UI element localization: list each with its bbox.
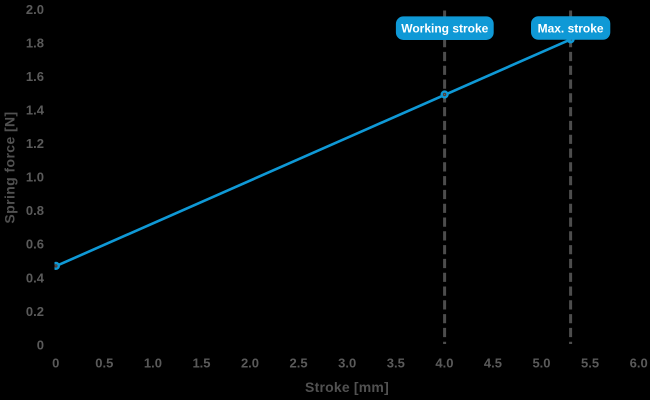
- svg-text:1.0: 1.0: [144, 356, 162, 371]
- svg-text:0: 0: [37, 337, 44, 352]
- svg-text:1.6: 1.6: [26, 69, 44, 84]
- svg-text:2.0: 2.0: [26, 2, 44, 17]
- svg-text:Spring force [N]: Spring force [N]: [2, 111, 18, 223]
- svg-text:3.5: 3.5: [387, 356, 405, 371]
- svg-text:1.5: 1.5: [192, 356, 210, 371]
- svg-text:0: 0: [52, 356, 59, 371]
- svg-text:Working stroke: Working stroke: [401, 21, 488, 35]
- svg-text:0.8: 0.8: [26, 203, 44, 218]
- svg-text:1.8: 1.8: [26, 36, 44, 51]
- svg-text:4.0: 4.0: [435, 356, 453, 371]
- svg-text:0.6: 0.6: [26, 237, 44, 252]
- svg-text:1.4: 1.4: [26, 103, 45, 118]
- svg-text:0.4: 0.4: [26, 270, 45, 285]
- svg-text:3.0: 3.0: [338, 356, 356, 371]
- svg-text:2.5: 2.5: [290, 356, 308, 371]
- svg-text:5.5: 5.5: [581, 356, 599, 371]
- svg-text:0.2: 0.2: [26, 304, 44, 319]
- svg-text:5.0: 5.0: [532, 356, 550, 371]
- svg-text:1.2: 1.2: [26, 136, 44, 151]
- svg-text:2.0: 2.0: [241, 356, 259, 371]
- svg-text:Stroke [mm]: Stroke [mm]: [305, 379, 389, 395]
- svg-text:4.5: 4.5: [484, 356, 502, 371]
- svg-text:Max. stroke: Max. stroke: [538, 21, 604, 35]
- svg-text:0.5: 0.5: [95, 356, 113, 371]
- svg-text:1.0: 1.0: [26, 170, 44, 185]
- svg-text:6.0: 6.0: [630, 356, 648, 371]
